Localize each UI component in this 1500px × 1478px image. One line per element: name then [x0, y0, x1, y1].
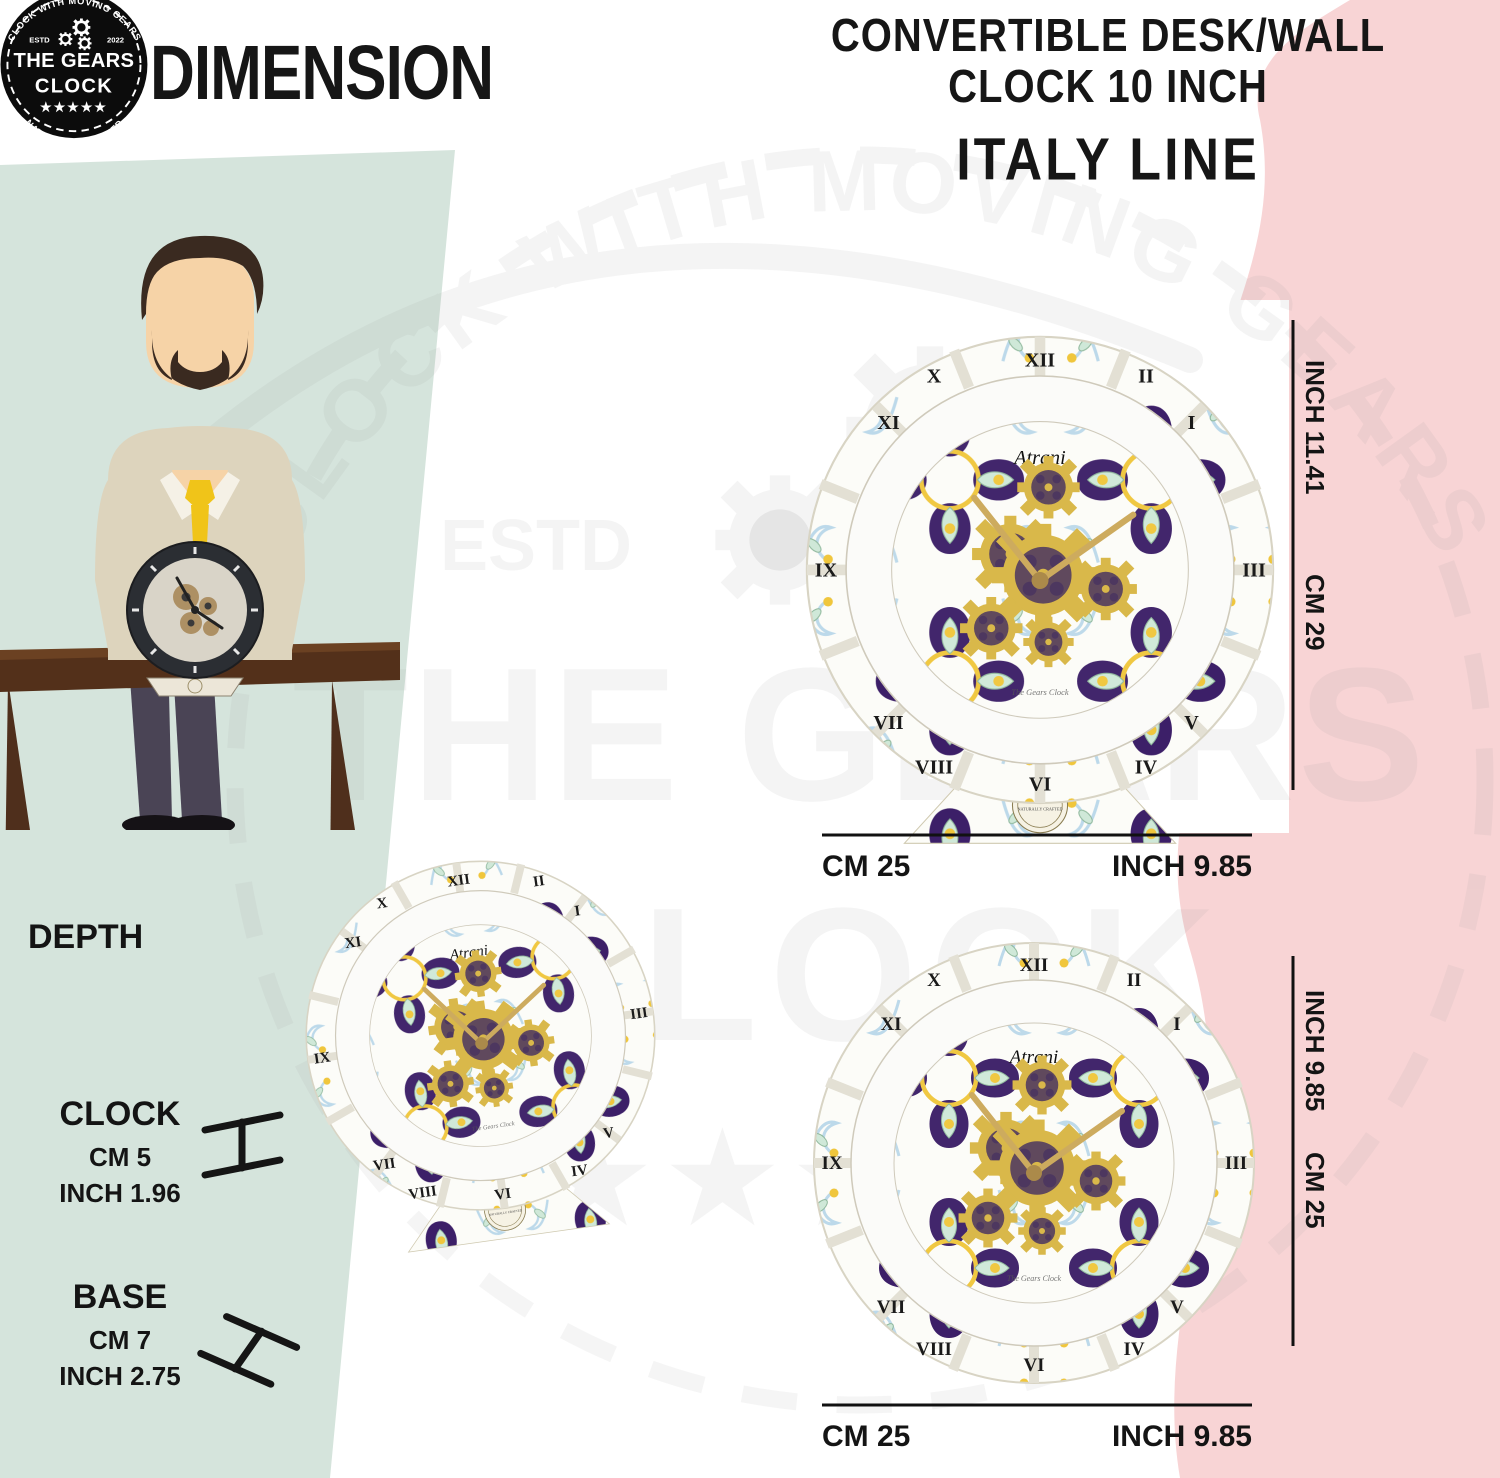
svg-text:2022: 2022: [107, 35, 124, 44]
svg-text:ESTD: ESTD: [29, 35, 50, 44]
svg-text:CLOCK: CLOCK: [35, 75, 113, 97]
svg-text:ESTD: ESTD: [440, 506, 632, 586]
svg-text:THE GEARS: THE GEARS: [14, 50, 135, 72]
svg-text:★★★★★: ★★★★★: [40, 99, 108, 114]
